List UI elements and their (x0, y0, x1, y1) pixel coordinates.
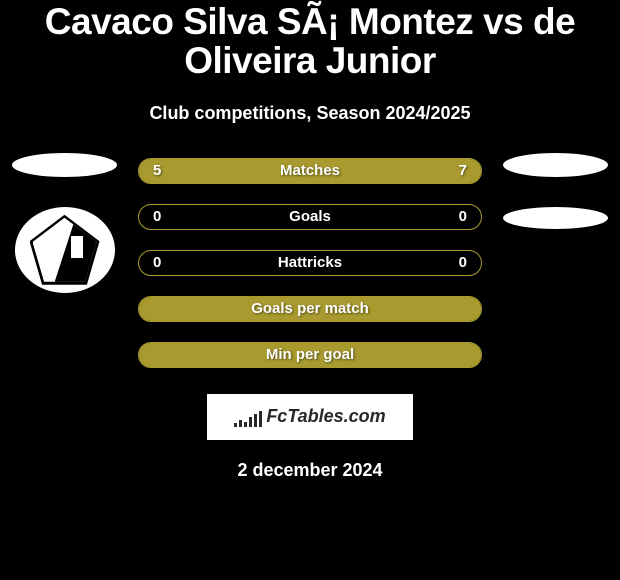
club-badge-right-icon (503, 207, 608, 229)
right-player-column (503, 153, 608, 229)
stat-rows: 5 7 Matches 0 0 Goals 0 0 Hattricks Goals per mat… (138, 158, 482, 368)
stat-label: Matches (280, 162, 340, 179)
date-text: 2 december 2024 (10, 460, 610, 481)
subtitle: Club competitions, Season 2024/2025 (10, 103, 610, 124)
footer-logo-text: FcTables.com (266, 406, 385, 427)
stat-value-right: 0 (459, 254, 467, 271)
club-badge-left-icon (15, 207, 115, 293)
stat-row: 5 7 Matches (138, 158, 482, 184)
stat-label: Goals (289, 208, 331, 225)
stats-area: 5 7 Matches 0 0 Goals 0 0 Hattricks Goals per mat… (10, 158, 610, 368)
stat-value-right: 7 (459, 162, 467, 179)
chart-icon (234, 409, 262, 427)
stat-row: Min per goal (138, 342, 482, 368)
page-title: Cavaco Silva SÃ¡ Montez vs de Oliveira J… (10, 0, 610, 81)
stat-value-left: 5 (153, 162, 161, 179)
stat-value-left: 0 (153, 208, 161, 225)
player-right-oval-icon (503, 153, 608, 177)
stat-value-right: 0 (459, 208, 467, 225)
footer-logo: FcTables.com (207, 394, 413, 440)
stat-label: Min per goal (266, 346, 354, 363)
stat-label: Hattricks (278, 254, 342, 271)
stat-row: Goals per match (138, 296, 482, 322)
left-player-column (12, 153, 117, 293)
player-left-oval-icon (12, 153, 117, 177)
stat-label: Goals per match (251, 300, 369, 317)
stat-row: 0 0 Goals (138, 204, 482, 230)
stat-row: 0 0 Hattricks (138, 250, 482, 276)
stat-value-left: 0 (153, 254, 161, 271)
